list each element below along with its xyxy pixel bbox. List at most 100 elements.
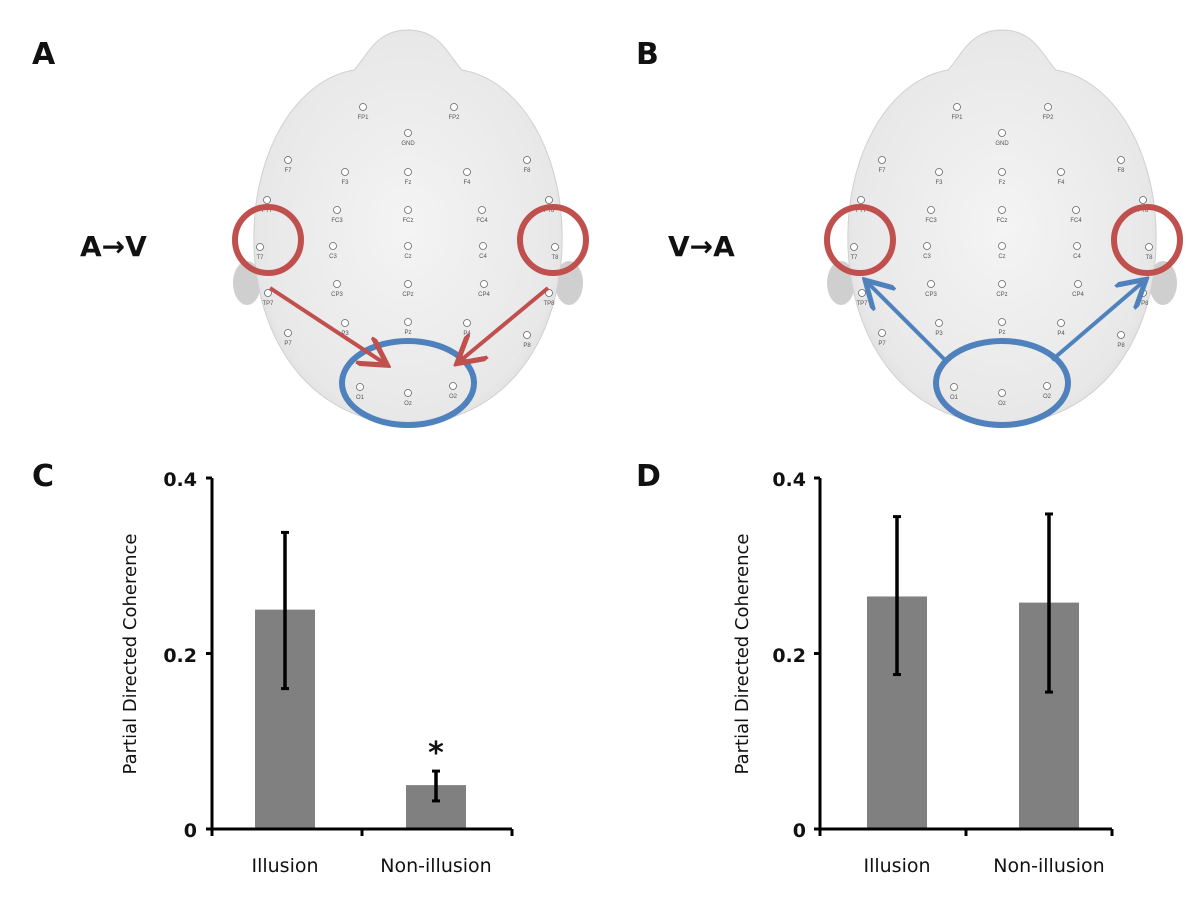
electrode-label: TP7 — [262, 301, 274, 307]
direction-label-a: A→V — [80, 230, 147, 263]
x-tick-label: Non-illusion — [380, 855, 491, 877]
electrode-label: Cz — [404, 254, 411, 260]
head-outline — [827, 29, 1177, 426]
electrode-label: C3 — [923, 254, 931, 260]
electrode-tp8 — [1139, 289, 1147, 297]
electrode-p4 — [463, 319, 471, 327]
electrode-label: Cz — [998, 254, 1005, 260]
panel-c-bar-chart: C Partial Directed Coherence 0.4 0.2 0 I… — [32, 459, 514, 877]
direction-label-b: V→A — [668, 230, 735, 263]
electrode-f3 — [341, 168, 349, 176]
electrode-cz — [404, 242, 412, 250]
panel-letter-a: A — [32, 37, 56, 72]
electrode-label: FC4 — [1070, 218, 1082, 224]
panel-letter-c: C — [32, 459, 54, 494]
electrode-fz — [998, 168, 1006, 176]
electrode-label: T8 — [1145, 255, 1153, 261]
electrode-label: FP2 — [448, 115, 460, 121]
electrode-fcz — [404, 206, 412, 214]
electrode-tp7 — [858, 289, 866, 297]
electrode-gnd — [998, 129, 1006, 137]
electrode-label: F7 — [878, 168, 886, 174]
y-tick-label: 0.2 — [772, 645, 806, 667]
electrode-label: O1 — [950, 395, 959, 401]
y-axis-label: Partial Directed Coherence — [732, 534, 753, 775]
panel-letter-d: D — [636, 459, 661, 494]
electrode-pz — [998, 318, 1006, 326]
electrode-label: FT8 — [1138, 208, 1149, 214]
electrode-o1 — [950, 383, 958, 391]
electrode-cp4 — [480, 280, 488, 288]
electrode-fp2 — [1044, 103, 1052, 111]
electrode-oz — [998, 389, 1006, 397]
electrode-t8 — [551, 243, 559, 251]
electrode-label: TP8 — [1137, 301, 1149, 307]
electrode-ft8 — [1139, 196, 1147, 204]
electrode-label: FP1 — [951, 115, 963, 121]
arrow-right-to-occipital — [460, 286, 550, 361]
electrode-label: Fz — [405, 180, 412, 186]
electrode-label: FT7 — [262, 208, 273, 214]
electrode-label: GND — [401, 141, 415, 147]
electrode-f4 — [1057, 168, 1065, 176]
electrode-fcz — [998, 206, 1006, 214]
electrode-t8 — [1145, 243, 1153, 251]
electrode-label: F4 — [463, 180, 471, 186]
electrode-label: FC3 — [925, 218, 937, 224]
electrode-fc3 — [927, 206, 935, 214]
electrode-c3 — [923, 242, 931, 250]
electrode-label: F4 — [1057, 180, 1065, 186]
electrode-label: F8 — [1117, 168, 1125, 174]
electrode-label: CP4 — [478, 292, 490, 298]
electrode-layout: FP1 FP2 GND F7 F3 Fz F4 F8 FT7 FC3 FCz FC4 FT8 T7 C3 Cz… — [850, 103, 1153, 407]
electrode-c4 — [479, 242, 487, 250]
electrode-label: GND — [995, 141, 1009, 147]
electrode-p8 — [1117, 331, 1125, 339]
electrode-o1 — [356, 383, 364, 391]
electrode-cp3 — [333, 280, 341, 288]
right-temporal-ring — [1111, 204, 1183, 276]
electrode-label: P4 — [1057, 331, 1065, 337]
panel-letter-b: B — [636, 37, 659, 72]
y-axis-label: Partial Directed Coherence — [120, 534, 141, 775]
electrode-fc4 — [478, 206, 486, 214]
x-tick-label: Illusion — [863, 855, 930, 877]
electrode-label: P8 — [1117, 343, 1125, 349]
electrode-pz — [404, 318, 412, 326]
electrode-label: Pz — [404, 330, 411, 336]
electrode-cz — [998, 242, 1006, 250]
electrode-c4 — [1073, 242, 1081, 250]
electrode-label: Fz — [999, 180, 1006, 186]
electrode-cpz — [404, 280, 412, 288]
electrode-p8 — [523, 331, 531, 339]
electrode-label: FCz — [997, 218, 1008, 224]
electrode-t7 — [256, 243, 264, 251]
electrode-fz — [404, 168, 412, 176]
electrode-p3 — [935, 319, 943, 327]
electrode-label: C4 — [1073, 254, 1081, 260]
electrode-label: TP7 — [856, 301, 868, 307]
electrode-label: C4 — [479, 254, 487, 260]
y-tick-label: 0.2 — [163, 645, 197, 667]
electrode-tp7 — [264, 289, 272, 297]
arrow-occipital-to-left — [868, 283, 947, 362]
electrode-oz — [404, 389, 412, 397]
arrow-left-to-occipital — [268, 286, 384, 363]
electrode-label: F3 — [935, 180, 943, 186]
electrode-f4 — [463, 168, 471, 176]
electrode-o2 — [449, 382, 457, 390]
electrode-label: P3 — [935, 331, 943, 337]
electrode-label: T7 — [850, 255, 858, 261]
panel-b-head-map: B V→A FP1 FP2 GND F7 F3 Fz F4 F8 FT7 FC3 FCz FC4 FT8… — [636, 29, 1183, 428]
electrode-label: CP4 — [1072, 292, 1084, 298]
x-tick-label: Illusion — [251, 855, 318, 877]
electrode-fc4 — [1072, 206, 1080, 214]
electrode-label: F7 — [284, 168, 292, 174]
occipital-ring — [933, 338, 1071, 428]
electrode-ft8 — [545, 196, 553, 204]
electrode-label: Pz — [998, 330, 1005, 336]
scalp — [847, 29, 1157, 426]
electrode-label: TP8 — [543, 301, 555, 307]
electrode-label: Oz — [404, 401, 412, 407]
